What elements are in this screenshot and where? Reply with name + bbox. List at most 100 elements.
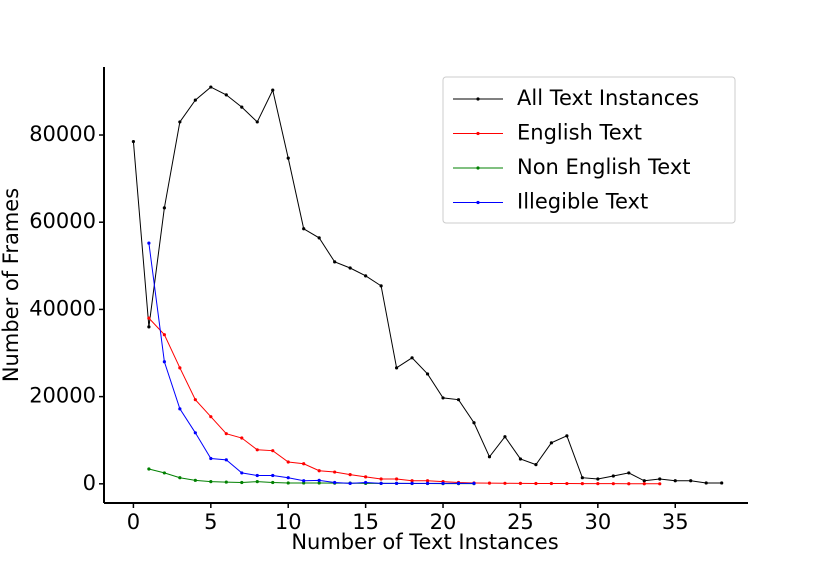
point xyxy=(224,93,228,97)
point xyxy=(472,481,476,485)
legend-marker xyxy=(476,166,480,170)
legend-label: All Text Instances xyxy=(517,86,699,110)
point xyxy=(394,481,399,485)
point xyxy=(162,471,166,475)
legend-marker xyxy=(476,200,480,205)
point xyxy=(348,473,352,477)
point xyxy=(394,477,399,481)
legend-box xyxy=(442,76,736,224)
point xyxy=(627,482,631,486)
point xyxy=(209,480,213,484)
point xyxy=(224,458,228,462)
point xyxy=(286,156,290,160)
series-line xyxy=(148,243,474,484)
point xyxy=(286,481,290,485)
point xyxy=(503,435,507,439)
point xyxy=(240,105,244,109)
y-tick-label: 80000 xyxy=(29,122,96,146)
point xyxy=(348,266,352,270)
point xyxy=(596,477,600,481)
point xyxy=(704,481,708,485)
point xyxy=(193,478,197,482)
point xyxy=(658,477,662,481)
point xyxy=(580,481,584,486)
point xyxy=(518,481,523,485)
y-tick-label: 40000 xyxy=(29,296,96,320)
point xyxy=(333,260,337,264)
point xyxy=(162,333,166,337)
point xyxy=(224,480,228,484)
point xyxy=(410,479,414,483)
legend-label: Non English Text xyxy=(517,155,691,179)
point xyxy=(178,366,182,370)
point xyxy=(209,85,213,89)
point xyxy=(534,481,538,486)
point xyxy=(317,478,321,482)
y-tick-label: 20000 xyxy=(29,384,96,408)
point xyxy=(565,434,569,438)
point xyxy=(673,479,677,483)
point xyxy=(410,481,414,485)
x-axis-label: Number of Text Instances xyxy=(291,530,558,554)
point xyxy=(658,482,662,486)
point xyxy=(441,481,445,485)
point xyxy=(549,441,553,445)
point xyxy=(147,241,151,245)
point xyxy=(503,481,507,485)
point xyxy=(240,480,244,485)
point xyxy=(549,481,553,486)
point xyxy=(379,284,383,288)
y-tick-label: 60000 xyxy=(29,209,96,233)
point xyxy=(425,479,430,483)
point xyxy=(224,432,228,436)
point xyxy=(178,476,182,480)
point xyxy=(271,473,275,478)
point xyxy=(364,480,368,485)
point xyxy=(302,462,306,466)
point xyxy=(580,476,584,480)
point xyxy=(456,398,461,402)
series-line xyxy=(148,317,660,485)
x-tick-label: 15 xyxy=(352,510,379,534)
point xyxy=(162,206,166,210)
point xyxy=(333,470,337,474)
point xyxy=(642,482,646,486)
point xyxy=(255,480,259,484)
point xyxy=(255,473,259,478)
point xyxy=(534,463,538,467)
point xyxy=(425,481,430,485)
point xyxy=(611,482,615,486)
point xyxy=(394,366,399,370)
point xyxy=(178,407,182,411)
point xyxy=(565,481,569,486)
point xyxy=(178,120,182,124)
y-tick-label: 0 xyxy=(83,471,96,495)
point xyxy=(379,481,383,485)
point xyxy=(611,474,615,478)
point xyxy=(255,120,259,124)
point xyxy=(642,479,646,483)
point xyxy=(193,98,197,102)
point xyxy=(271,88,275,92)
series-line xyxy=(148,468,474,485)
point xyxy=(425,372,430,376)
point xyxy=(596,482,600,486)
y-axis-label: Number of Frames xyxy=(0,188,23,382)
point xyxy=(689,479,693,483)
x-tick-label: 20 xyxy=(430,510,457,534)
point xyxy=(487,481,492,485)
point xyxy=(131,139,136,144)
legend-marker xyxy=(476,131,480,136)
point xyxy=(147,316,151,320)
point xyxy=(410,356,414,360)
point xyxy=(271,480,275,485)
point xyxy=(518,457,523,461)
legend-label: English Text xyxy=(517,121,642,145)
point xyxy=(487,455,492,459)
point xyxy=(317,481,321,485)
point xyxy=(255,448,259,452)
point xyxy=(147,467,151,471)
point xyxy=(271,449,275,453)
point xyxy=(379,477,383,481)
